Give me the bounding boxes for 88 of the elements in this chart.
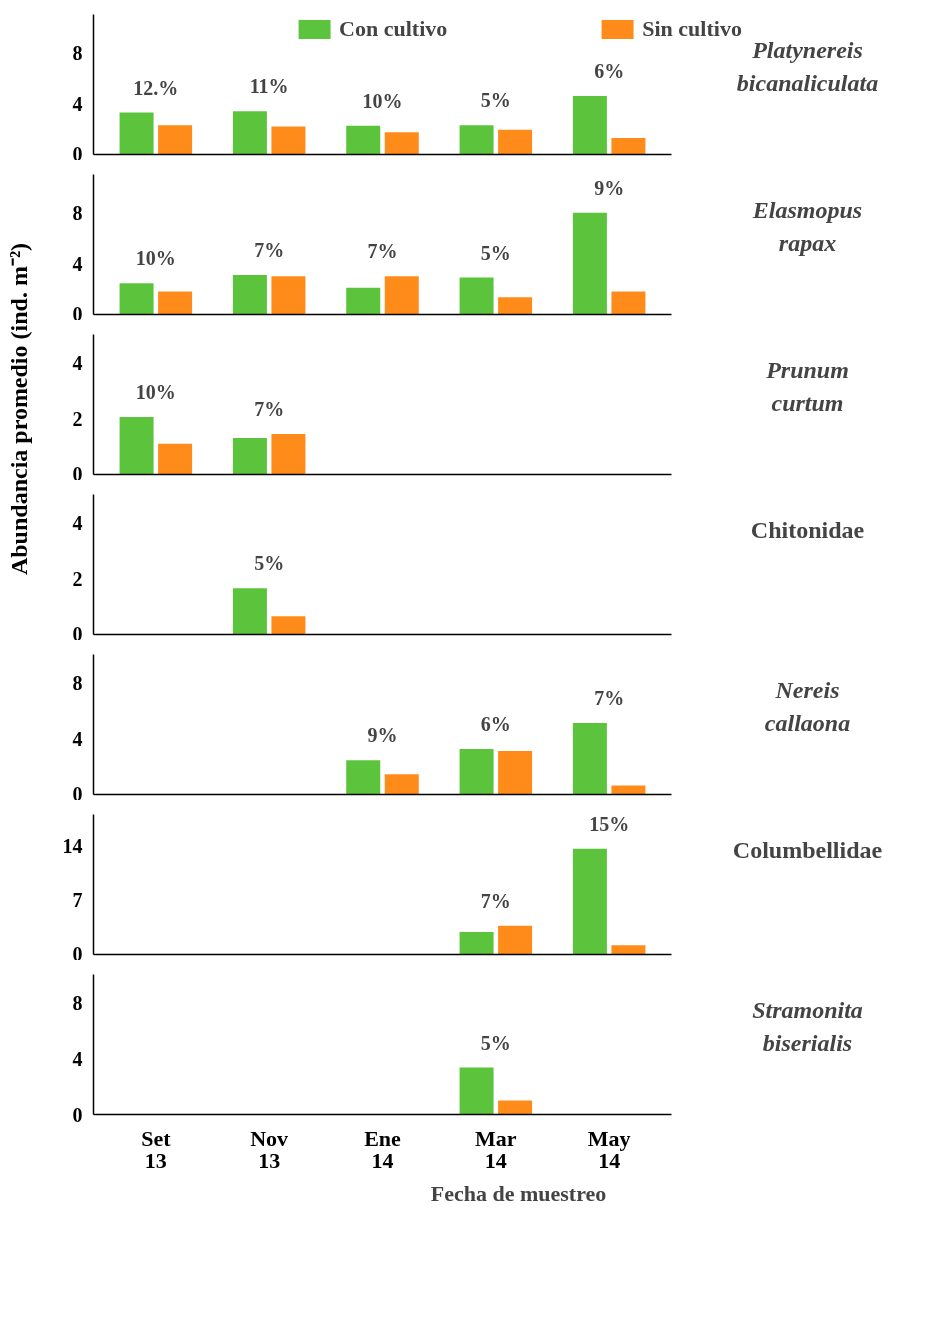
annotation: 9% [367,724,398,747]
y-tick-label: 0 [72,142,83,165]
bar [498,129,533,155]
annotation: 5% [480,89,511,112]
text: Elasmopus rapax [751,196,863,257]
bar [158,443,193,475]
bar [346,760,381,795]
bar [119,112,154,155]
bar [384,774,419,795]
bar [572,212,607,315]
y-tick-label: 0 [72,462,83,485]
bar [384,132,419,155]
y-tick-label: 0 [72,1103,83,1126]
x-tick-label: Nov 13 [250,1125,289,1173]
annotation: 11% [249,75,289,98]
x-tick-label: Set 13 [141,1125,172,1173]
bar [611,291,646,315]
y-tick-label: 4 [72,92,83,115]
bar [271,276,306,315]
y-tick-label: 0 [72,622,83,645]
bar [158,125,193,155]
y-tick-label: 4 [72,1047,83,1070]
y-tick-label: 8 [72,201,83,224]
bar [119,417,154,475]
y-tick-label: 2 [72,407,83,430]
annotation: 6% [480,713,511,735]
bar [271,126,306,155]
annotation: 6% [594,59,625,82]
bar [459,749,494,795]
y-tick-label: 4 [72,511,83,534]
annotation: 10% [135,381,176,404]
bar [572,723,607,795]
annotation: 9% [594,176,625,199]
text: Chitonidae [750,516,865,543]
annotation: 7% [367,240,398,263]
text: Prunum curtum [765,356,849,417]
y-tick-label: 8 [72,991,83,1014]
text: Nereis callaona [764,676,851,737]
annotation: 5% [254,552,285,575]
y-tick-label: 4 [72,727,83,750]
annotation: 5% [480,241,511,264]
y-tick-label: 4 [72,252,83,275]
bar [271,433,306,475]
bar [459,277,494,315]
annotation: 7% [480,889,511,912]
bar [459,125,494,155]
bar [232,438,267,475]
annotation: 7% [254,397,285,420]
bar [346,125,381,155]
bar [498,751,533,795]
annotation: 5% [480,1031,511,1054]
bar [232,111,267,155]
bar [459,931,494,955]
y-tick-label: 0 [72,782,83,805]
x-tick-label: Ene 14 [364,1125,402,1173]
x-axis-title: Fecha de muestreo [430,1181,607,1206]
bar [611,785,646,795]
bar [384,276,419,315]
y-tick-label: 0 [72,942,83,965]
bar [611,137,646,155]
bar [346,287,381,315]
x-tick-label: Mar 14 [475,1125,517,1173]
annotation: 7% [594,687,625,710]
x-tick-label: May 14 [587,1125,631,1173]
bar [611,945,646,955]
bar [572,95,607,155]
annotation: 10% [135,247,176,270]
legend-label: Con cultivo [339,16,448,42]
bar [572,848,607,955]
y-tick-label: 8 [72,41,83,64]
annotation: 10% [362,89,403,112]
bar [498,925,533,955]
y-tick-label: 14 [62,834,83,857]
bar [498,297,533,315]
annotation: 12.% [133,76,179,99]
annotation: 7% [254,239,285,262]
y-tick-label: 0 [72,302,83,325]
y-tick-label: 7 [72,889,83,912]
bar [119,283,154,315]
y-tick-label: 8 [72,671,83,694]
text: Columbellidae [732,836,883,863]
text: Stramonita biserialis [752,996,863,1057]
bar [232,275,267,315]
bar [158,291,193,315]
y-tick-label: 2 [72,567,83,590]
annotation: 15% [589,812,630,835]
y-axis-title: Abundancia promedio (ind. m⁻²) [4,242,33,576]
y-tick-label: 4 [72,351,83,374]
